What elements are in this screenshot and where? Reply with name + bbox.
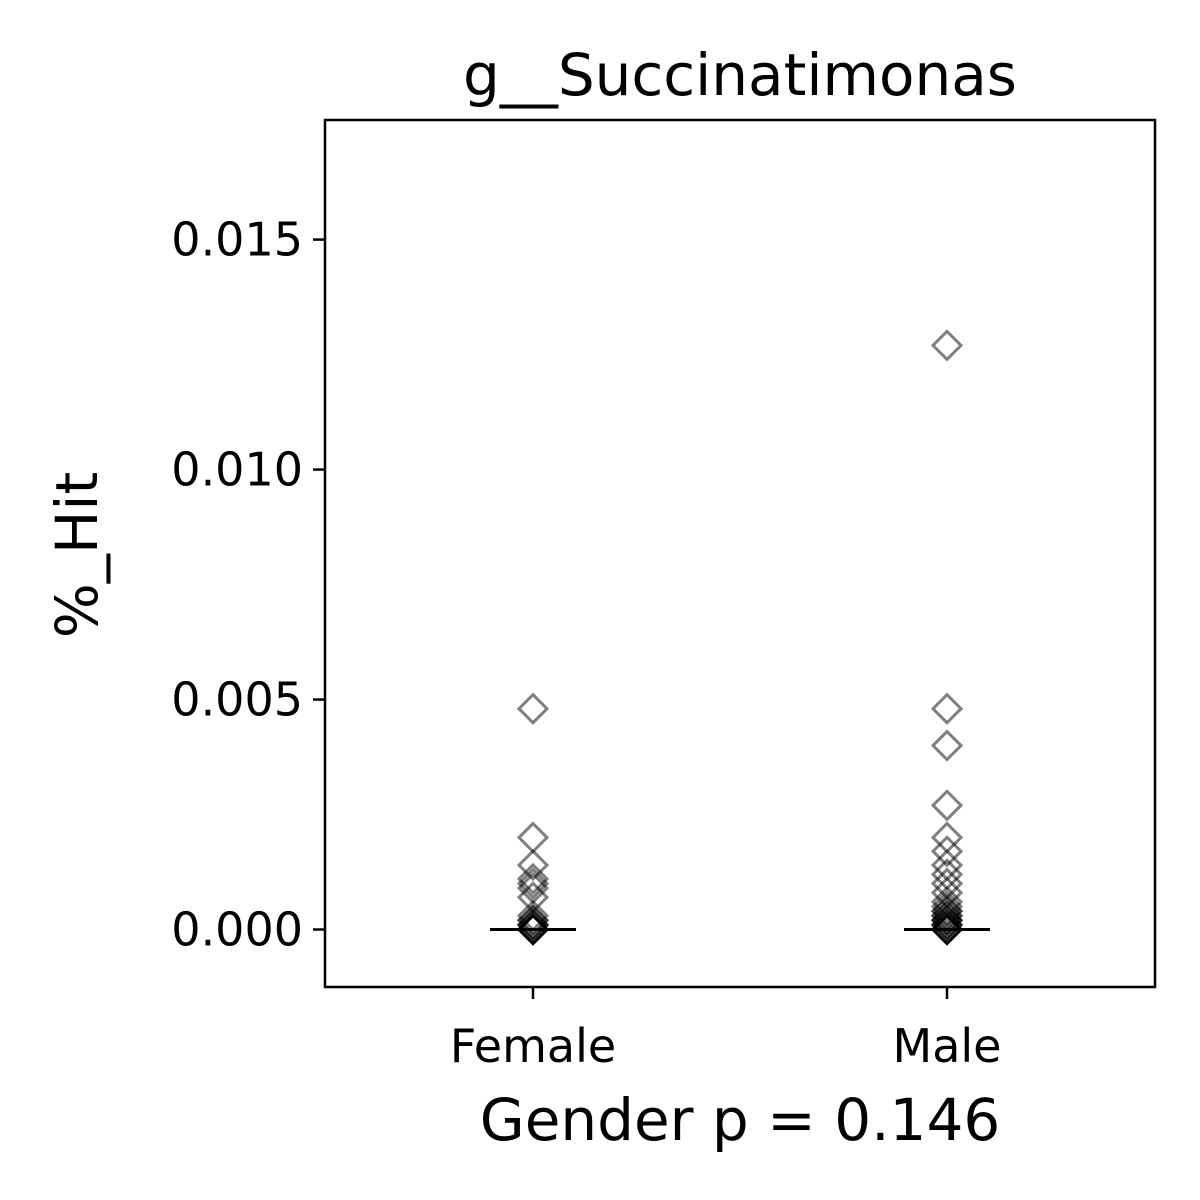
y-axis-label: %_Hit <box>43 472 111 639</box>
data-point <box>930 904 964 937</box>
data-point <box>930 890 964 923</box>
x-tick-label: Male <box>893 1019 1002 1073</box>
data-point <box>930 908 964 942</box>
y-tick-label: 0.010 <box>171 443 303 497</box>
data-point <box>930 913 964 946</box>
data-point <box>930 329 964 362</box>
data-point <box>516 848 550 882</box>
y-tick-label: 0.005 <box>171 673 303 727</box>
data-point <box>516 862 550 896</box>
y-axis: 0.000 0.005 0.010 0.015 <box>171 213 325 957</box>
plot-area <box>323 118 1157 989</box>
data-point <box>516 908 550 942</box>
data-point <box>516 899 550 932</box>
data-point <box>516 904 550 937</box>
data-point <box>516 913 550 946</box>
data-point <box>930 899 964 932</box>
data-point <box>930 894 964 928</box>
data-point <box>516 692 550 725</box>
y-tick-label: 0.015 <box>171 213 303 267</box>
data-point <box>930 835 964 868</box>
x-axis: Female Male <box>450 987 1002 1073</box>
data-point <box>930 692 964 725</box>
data-point <box>516 867 550 900</box>
data-point <box>516 821 550 854</box>
y-tick-label: 0.000 <box>171 903 303 957</box>
data-point <box>930 729 964 762</box>
data-point <box>930 789 964 822</box>
data-points <box>516 329 964 946</box>
chart-title: g__Succinatimonas <box>463 41 1017 109</box>
x-tick-label: Female <box>450 1019 616 1073</box>
x-axis-label: Gender p = 0.146 <box>480 1086 1001 1154</box>
